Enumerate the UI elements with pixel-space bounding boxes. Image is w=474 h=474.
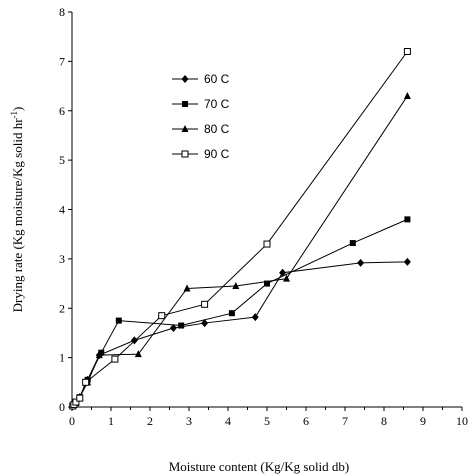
x-tick-label: 7	[342, 414, 348, 428]
x-tick-label: 3	[186, 414, 192, 428]
x-tick-label: 0	[69, 414, 75, 428]
data-point-80-c	[183, 284, 191, 292]
x-tick-label: 4	[225, 414, 231, 428]
data-point-70-c	[98, 349, 105, 356]
y-tick-label: 2	[59, 301, 65, 315]
y-tick-label: 8	[59, 5, 65, 19]
x-axis-title: Moisture content (Kg/Kg solid db)	[169, 459, 350, 474]
y-tick-label: 6	[59, 104, 65, 118]
data-point-60-c	[169, 324, 177, 332]
data-point-60-c	[201, 319, 209, 328]
x-tick-label: 1	[108, 414, 114, 428]
data-point-80-c	[95, 351, 103, 359]
data-point-60-c	[279, 268, 287, 277]
data-point-90-c	[76, 394, 84, 402]
series-line-70-c	[72, 218, 408, 407]
data-point-90-c	[72, 398, 80, 406]
series-line-60-c	[72, 261, 408, 407]
data-point-90-c	[158, 312, 166, 320]
legend-marker-80-c	[181, 125, 189, 132]
x-tick-label: 6	[303, 414, 309, 428]
legend-label-90-c: 90 C	[204, 147, 230, 161]
legend-marker-60-c	[181, 75, 189, 83]
y-tick-label: 1	[59, 351, 65, 365]
legend-marker-70-c	[182, 101, 188, 107]
legend-marker-90-c	[181, 150, 189, 158]
y-tick-label: 4	[59, 203, 65, 217]
y-tick-label: 5	[59, 153, 65, 167]
legend-label-60-c: 60 C	[204, 72, 230, 86]
data-point-70-c	[178, 322, 185, 329]
data-point-80-c	[403, 91, 411, 99]
data-point-60-c	[251, 313, 259, 322]
y-tick-label: 3	[59, 252, 65, 266]
x-tick-label: 5	[264, 414, 270, 428]
data-point-70-c	[228, 310, 235, 317]
legend-label-80-c: 80 C	[204, 122, 230, 136]
data-point-80-c	[232, 282, 240, 290]
data-point-60-c	[403, 257, 411, 266]
legend-label-70-c: 70 C	[204, 97, 230, 111]
data-point-70-c	[404, 216, 411, 223]
x-tick-label: 10	[456, 414, 468, 428]
data-point-90-c	[201, 300, 209, 308]
x-tick-label: 9	[420, 414, 426, 428]
series-line-90-c	[72, 51, 408, 407]
series-line-80-c	[72, 95, 408, 407]
data-point-90-c	[82, 378, 90, 386]
data-point-80-c	[283, 274, 290, 282]
data-point-80-c	[134, 350, 142, 358]
data-point-90-c	[403, 48, 411, 55]
data-point-90-c	[111, 355, 119, 363]
data-point-70-c	[349, 240, 356, 247]
y-tick-label: 7	[59, 54, 65, 68]
data-point-60-c	[357, 258, 365, 267]
x-tick-label: 2	[147, 414, 153, 428]
data-point-70-c	[264, 280, 270, 287]
x-tick-label: 8	[381, 414, 387, 428]
y-axis-title: Drying rate (Kg moisture/Kg solid hr-1)	[9, 107, 25, 313]
data-point-70-c	[115, 317, 122, 324]
data-point-90-c	[263, 240, 271, 248]
y-tick-label: 0	[59, 400, 65, 414]
